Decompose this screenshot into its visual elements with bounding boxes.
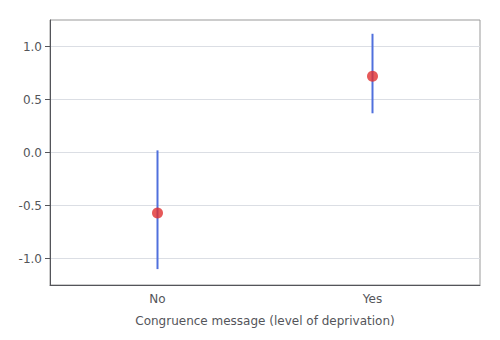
svg-text:0.0: 0.0 bbox=[23, 146, 42, 160]
svg-text:-1.0: -1.0 bbox=[19, 252, 42, 266]
svg-text:No: No bbox=[149, 292, 165, 306]
svg-text:0.5: 0.5 bbox=[23, 93, 42, 107]
svg-text:Congruence message (level of d: Congruence message (level of deprivation… bbox=[135, 314, 394, 328]
svg-text:1.0: 1.0 bbox=[23, 40, 42, 54]
svg-text:-0.5: -0.5 bbox=[19, 199, 42, 213]
svg-text:Yes: Yes bbox=[362, 292, 382, 306]
